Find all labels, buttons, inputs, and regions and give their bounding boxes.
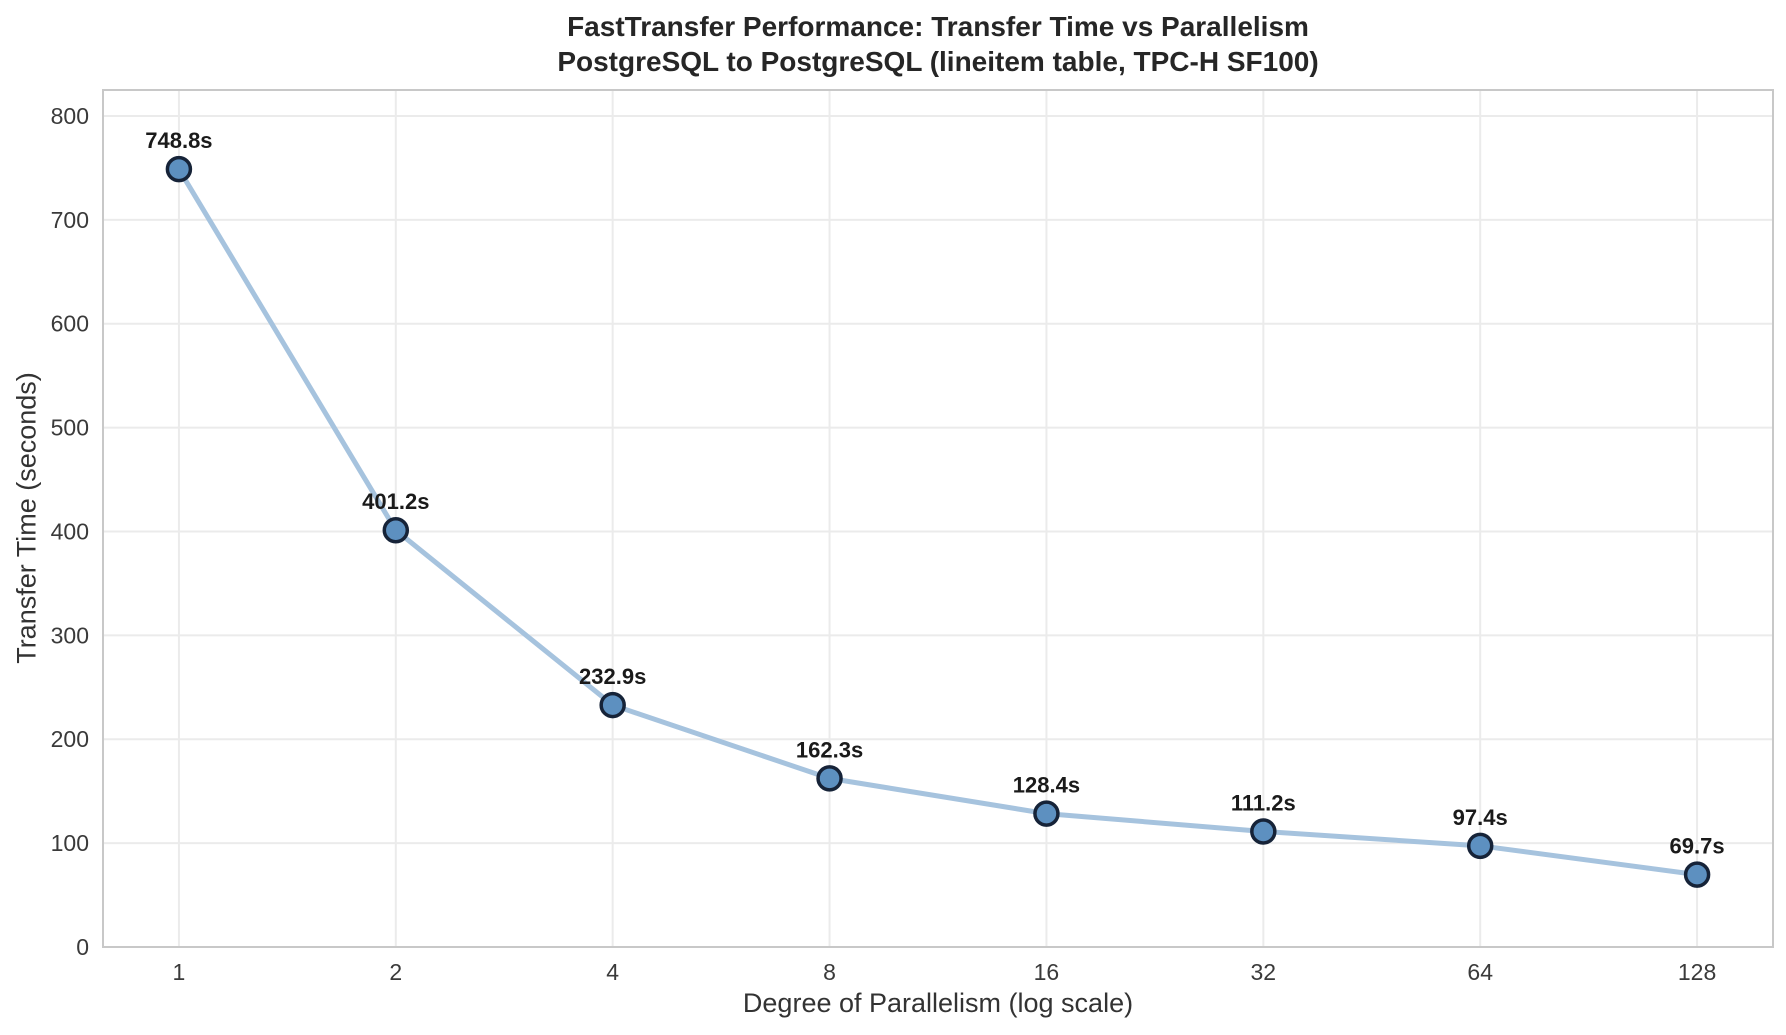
x-tick-label: 64 — [1467, 959, 1493, 985]
data-point-label: 111.2s — [1231, 790, 1296, 815]
y-tick-label: 200 — [51, 726, 89, 752]
chart-title: FastTransfer Performance: Transfer Time … — [103, 9, 1773, 79]
data-point-label: 162.3s — [796, 737, 863, 762]
y-tick-label: 0 — [76, 934, 89, 960]
chart-title-line1: FastTransfer Performance: Transfer Time … — [567, 11, 1309, 42]
data-point — [382, 516, 410, 544]
data-point — [165, 155, 193, 183]
x-tick-label: 16 — [1034, 959, 1060, 985]
plot-area-border — [102, 89, 1774, 948]
chart-title-line2: PostgreSQL to PostgreSQL (lineitem table… — [557, 46, 1319, 77]
y-axis-label: Transfer Time (seconds) — [11, 372, 42, 664]
data-point-label: 401.2s — [362, 489, 429, 514]
data-point-label: 97.4s — [1453, 805, 1508, 830]
y-tick-label: 800 — [51, 103, 89, 129]
data-point — [1033, 800, 1060, 827]
x-tick-label: 32 — [1251, 959, 1277, 985]
y-tick-label: 100 — [51, 830, 89, 856]
data-point-label: 748.8s — [145, 128, 212, 153]
data-point-label: 232.9s — [579, 664, 646, 689]
y-tick-label: 600 — [51, 311, 89, 337]
data-point — [599, 691, 626, 719]
data-point-label: 69.7s — [1670, 834, 1725, 859]
y-tick-label: 500 — [51, 415, 89, 441]
series-line — [176, 166, 1700, 878]
data-point — [1466, 832, 1494, 860]
y-tick-label: 400 — [51, 518, 89, 544]
x-axis-label: Degree of Parallelism (log scale) — [742, 988, 1134, 1018]
x-tick-label: 4 — [606, 959, 619, 985]
y-tick-label: 300 — [51, 622, 89, 648]
data-point — [816, 765, 843, 792]
x-tick-label: 8 — [823, 959, 836, 985]
x-tick-label: 128 — [1678, 959, 1716, 985]
y-tick-label: 700 — [51, 207, 89, 233]
data-point — [1683, 861, 1711, 888]
data-point-label: 128.4s — [1013, 773, 1080, 798]
data-point — [1250, 818, 1277, 845]
x-tick-label: 1 — [173, 959, 186, 985]
x-tick-label: 2 — [389, 959, 402, 985]
